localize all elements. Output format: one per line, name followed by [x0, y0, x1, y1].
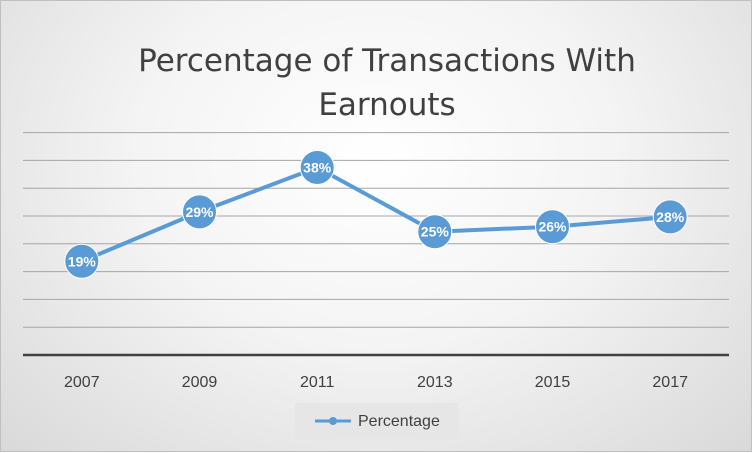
chart-title-line-1: Percentage of Transactions With: [138, 43, 636, 79]
legend-label-percentage: Percentage: [358, 413, 440, 430]
x-tick-label-2009: 2009: [182, 374, 218, 391]
chart-title-line-2: Earnouts: [318, 87, 455, 123]
x-tick-label-2011: 2011: [300, 374, 335, 391]
x-axis-tick-labels: 2007 2009 2011 2013 2015 2017: [64, 374, 688, 391]
data-label-2007: 19%: [68, 253, 97, 269]
legend[interactable]: Percentage: [295, 403, 459, 439]
data-point-2009: [182, 194, 217, 230]
data-label-2015: 26%: [538, 219, 567, 235]
series-percentage: 19% 29% 38% 25% 26% 28%: [64, 150, 688, 279]
series-line-percentage: [81, 165, 671, 264]
data-point-2017: [652, 199, 688, 235]
data-label-2011: 38%: [303, 160, 332, 176]
x-tick-label-2015: 2015: [535, 374, 571, 391]
data-point-2013: [417, 214, 453, 250]
x-tick-label-2017: 2017: [652, 374, 688, 391]
x-tick-label-2013: 2013: [417, 374, 453, 391]
legend-marker-swatch: [329, 417, 337, 425]
data-point-2015: [535, 209, 570, 245]
data-label-2013: 25%: [421, 224, 450, 240]
data-point-2011: [299, 150, 335, 185]
gridlines: [23, 132, 729, 328]
x-tick-label-2007: 2007: [64, 374, 100, 391]
data-label-2009: 29%: [185, 204, 214, 220]
data-point-2007: [64, 243, 100, 279]
data-label-2017: 28%: [656, 209, 685, 225]
chart-title: Percentage of Transactions With Earnouts: [138, 43, 636, 123]
